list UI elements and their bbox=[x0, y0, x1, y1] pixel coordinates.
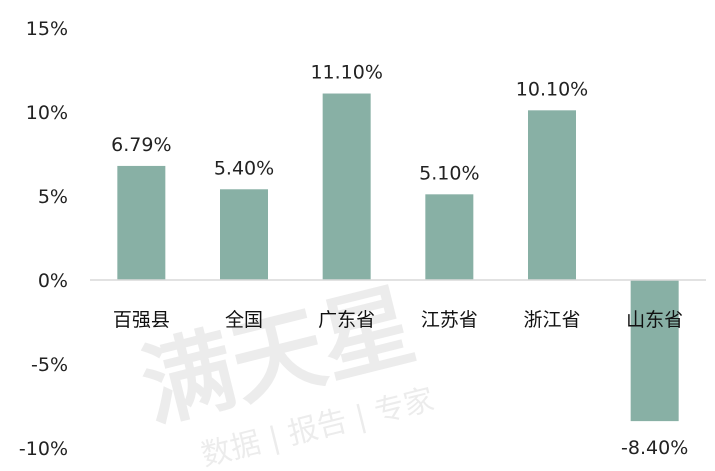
bar-4 bbox=[528, 110, 576, 280]
bar-2 bbox=[322, 93, 371, 281]
category-label-5: 山东省 bbox=[626, 309, 683, 331]
y-tick-label: -10% bbox=[19, 438, 68, 460]
data-label-0: 6.79% bbox=[111, 134, 171, 156]
y-tick-label: 0% bbox=[38, 270, 68, 292]
data-label-3: 5.10% bbox=[419, 162, 479, 184]
watermark: 满天星 数据 | 报告 | 专家 bbox=[131, 271, 437, 471]
category-label-4: 浙江省 bbox=[523, 309, 580, 331]
data-label-4: 10.10% bbox=[516, 78, 588, 100]
y-axis-ticks: 15% 10% 5% 0% -5% -10% bbox=[19, 18, 68, 460]
y-tick-label: 5% bbox=[38, 186, 68, 208]
category-label-2: 广东省 bbox=[318, 309, 375, 331]
category-label-0: 百强县 bbox=[113, 309, 170, 331]
data-label-2: 11.10% bbox=[310, 62, 382, 84]
category-labels: 百强县 全国 广东省 江苏省 浙江省 山东省 bbox=[113, 309, 683, 331]
category-label-1: 全国 bbox=[225, 309, 263, 331]
bar-5 bbox=[630, 280, 679, 422]
y-tick-label: -5% bbox=[31, 354, 68, 376]
data-label-5: -8.40% bbox=[621, 437, 688, 459]
y-tick-label: 10% bbox=[26, 102, 68, 124]
bar-3 bbox=[425, 194, 474, 280]
y-tick-label: 15% bbox=[26, 18, 68, 40]
bar-1 bbox=[220, 189, 268, 280]
bars bbox=[117, 93, 679, 422]
data-label-1: 5.40% bbox=[214, 157, 274, 179]
data-labels: 6.79% 5.40% 11.10% 5.10% 10.10% -8.40% bbox=[111, 62, 688, 460]
category-label-3: 江苏省 bbox=[421, 309, 478, 331]
bar-0 bbox=[117, 165, 166, 280]
